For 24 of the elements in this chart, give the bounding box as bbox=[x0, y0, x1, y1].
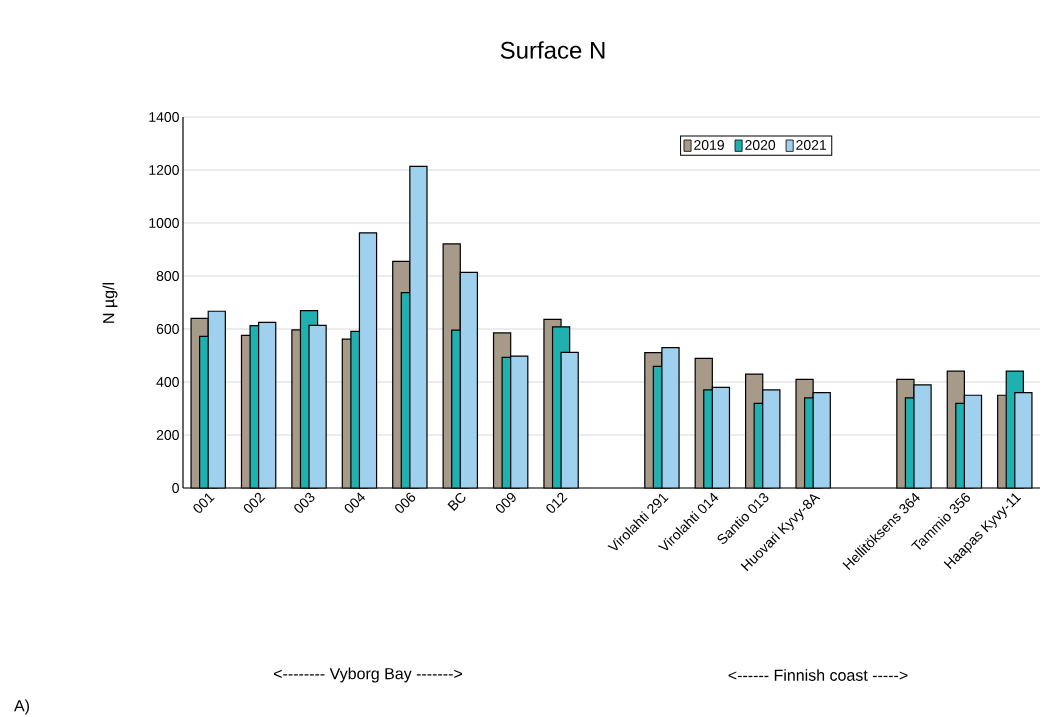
x-tick-label: 012 bbox=[546, 492, 568, 513]
chart-title: Surface N bbox=[500, 41, 605, 59]
legend-label: 2020 bbox=[745, 140, 776, 150]
x-tick-label: 009 bbox=[495, 492, 516, 513]
y-tick-label: 800 bbox=[156, 271, 179, 281]
x-tick-label: 006 bbox=[395, 492, 416, 513]
text: A) bbox=[14, 699, 29, 715]
y-tick-label: 200 bbox=[156, 430, 179, 440]
x-tick-label: 001 bbox=[193, 493, 215, 513]
legend-label: 2021 bbox=[796, 140, 827, 150]
y-tick-label: 1200 bbox=[149, 165, 179, 175]
x-tick-label: 002 bbox=[243, 492, 266, 513]
text: <------ Finnish coast -----> bbox=[728, 669, 908, 681]
text: <-------- Vyborg Bay -------> bbox=[273, 667, 463, 683]
y-tick-label: 1400 bbox=[149, 112, 179, 122]
y-tick-label: 1000 bbox=[149, 218, 179, 228]
x-tick-label: BC bbox=[447, 492, 466, 511]
x-tick-label: 004 bbox=[344, 492, 366, 513]
y-axis-title: N µg/l bbox=[102, 283, 118, 323]
y-tick-label: 600 bbox=[156, 324, 179, 334]
y-tick-label: 400 bbox=[156, 377, 179, 387]
legend-label: 2019 bbox=[694, 140, 724, 150]
x-tick-label: 003 bbox=[294, 492, 315, 513]
y-tick-label: 0 bbox=[172, 483, 179, 493]
